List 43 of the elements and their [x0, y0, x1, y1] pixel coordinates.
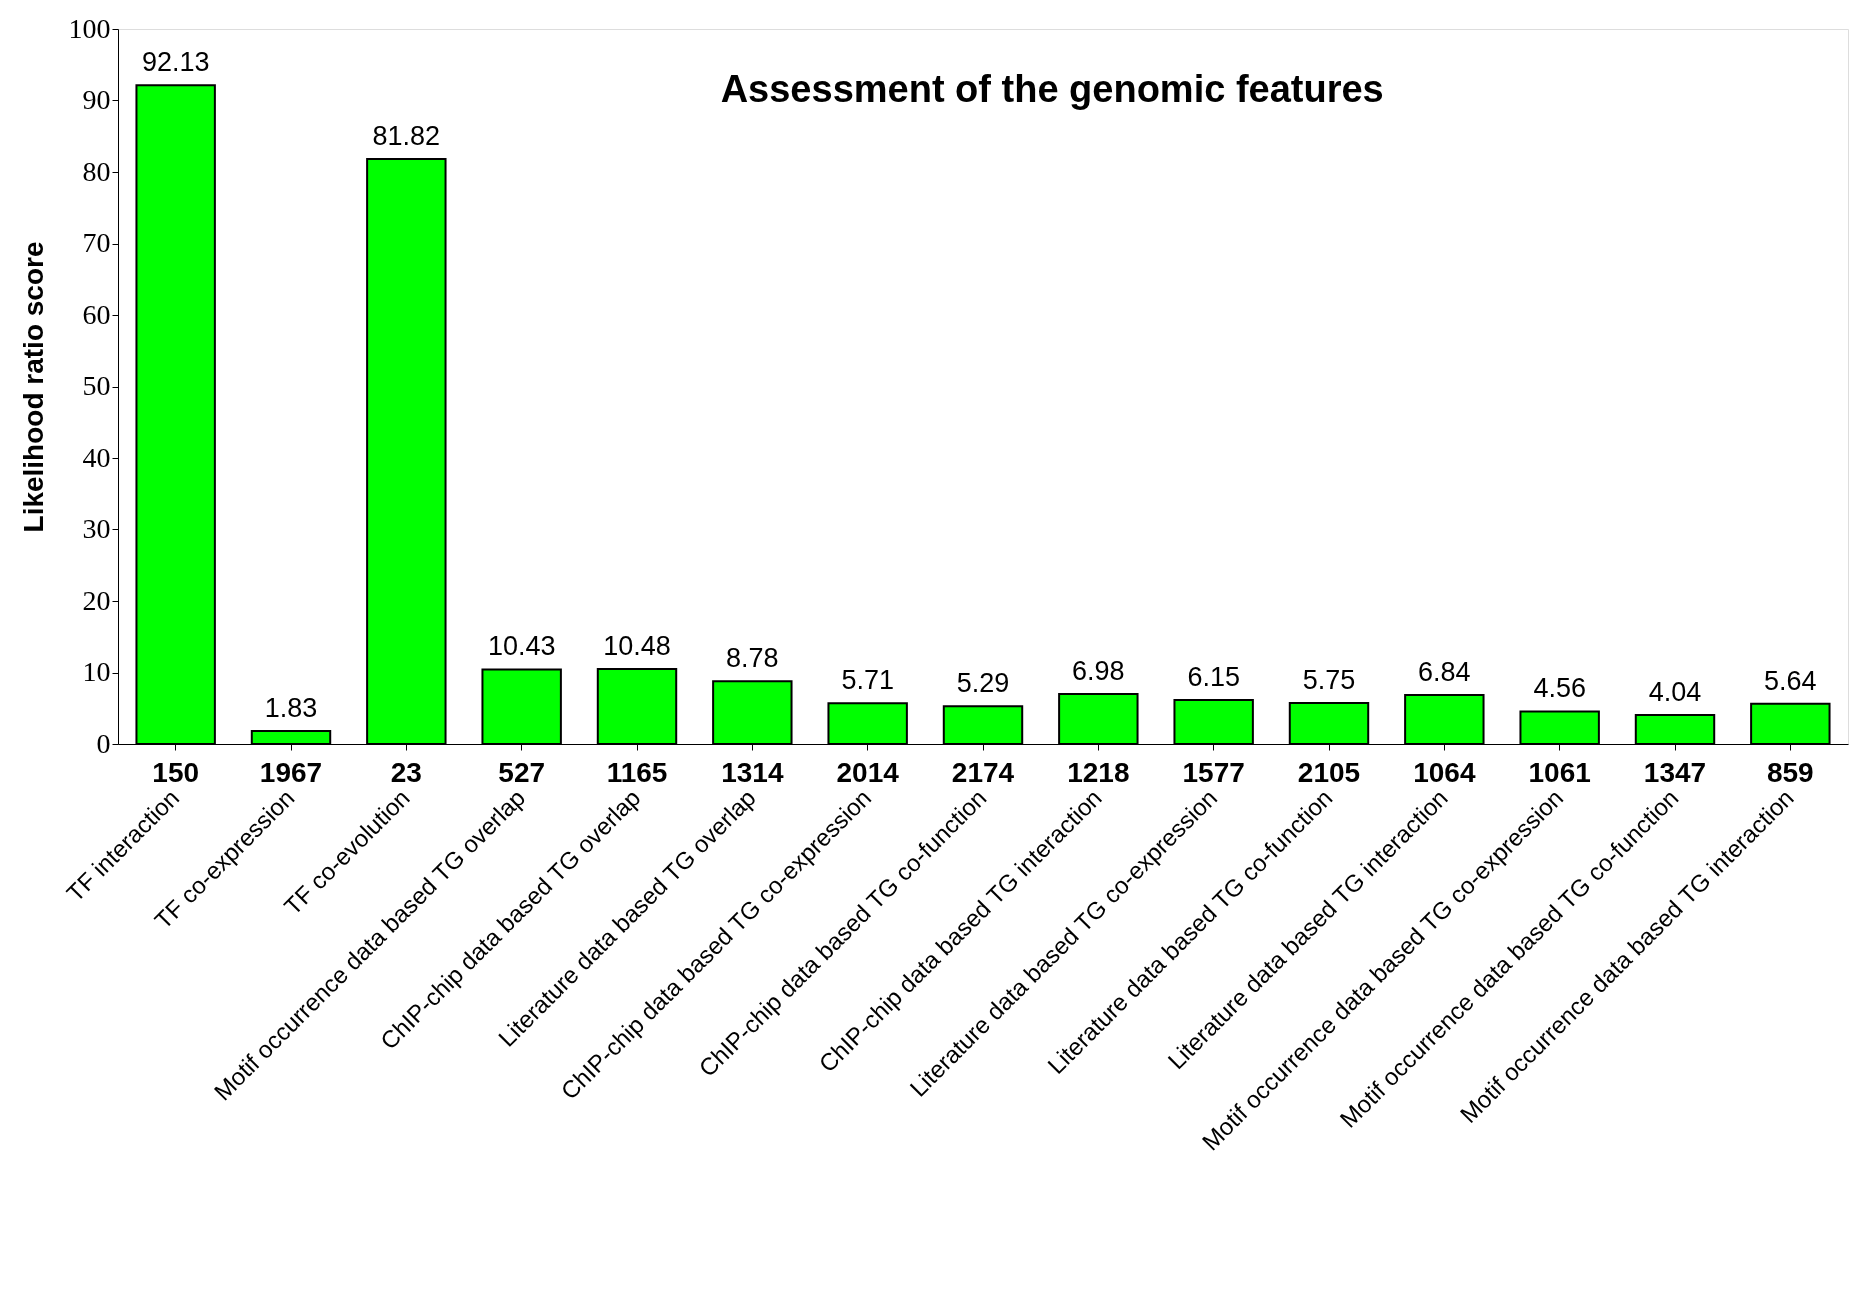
- data-label: 6.84: [1418, 657, 1471, 688]
- text: 527: [498, 757, 546, 788]
- text: 1347: [1643, 757, 1707, 788]
- y-tick-label: 60: [82, 298, 111, 330]
- y-tick-label: 80: [82, 155, 111, 187]
- data-label: 4.56: [1533, 673, 1586, 704]
- data-label: 6.98: [1072, 656, 1125, 687]
- data-label: 4.04: [1648, 677, 1702, 708]
- y-tick-label: 30: [82, 513, 111, 544]
- data-label: 5.71: [841, 665, 894, 696]
- text: 2174: [951, 757, 1015, 788]
- y-tick-label: 50: [82, 370, 111, 401]
- data-label: 81.82: [372, 120, 441, 151]
- data-label: 5.75: [1302, 664, 1356, 695]
- y-tick-label: 20: [82, 584, 111, 616]
- y-tick-label: 70: [82, 227, 111, 258]
- text: 859: [1766, 757, 1814, 788]
- y-tick-label: 10: [82, 656, 111, 687]
- text: 150: [152, 757, 200, 788]
- text: 1165: [606, 757, 668, 788]
- y-tick-label: 0: [96, 727, 111, 759]
- text: 1577: [1182, 757, 1245, 788]
- y-axis-title: Likelihood ratio score: [17, 241, 49, 533]
- y-tick-label: 40: [82, 441, 111, 473]
- text: 1967: [259, 757, 323, 788]
- data-label: 10.48: [603, 631, 671, 662]
- text: Assessment of the genomic features: [720, 68, 1384, 110]
- y-tick-label: 100: [68, 12, 111, 44]
- data-label: 8.78: [726, 643, 779, 674]
- text: 1064: [1413, 757, 1476, 788]
- text: 23: [390, 757, 422, 788]
- data-label: 5.64: [1764, 665, 1817, 696]
- data-label: 5.29: [956, 668, 1010, 699]
- y-tick-label: 90: [82, 84, 111, 115]
- data-label: 1.83: [264, 692, 318, 723]
- data-label: 6.15: [1187, 662, 1240, 693]
- text: 2105: [1297, 757, 1361, 788]
- data-label: 92.13: [141, 47, 210, 78]
- data-label: 10.43: [487, 631, 556, 662]
- text: 1061: [1528, 757, 1591, 788]
- text: 1314: [721, 757, 784, 788]
- text: 1218: [1067, 757, 1130, 788]
- text: 2014: [836, 757, 900, 788]
